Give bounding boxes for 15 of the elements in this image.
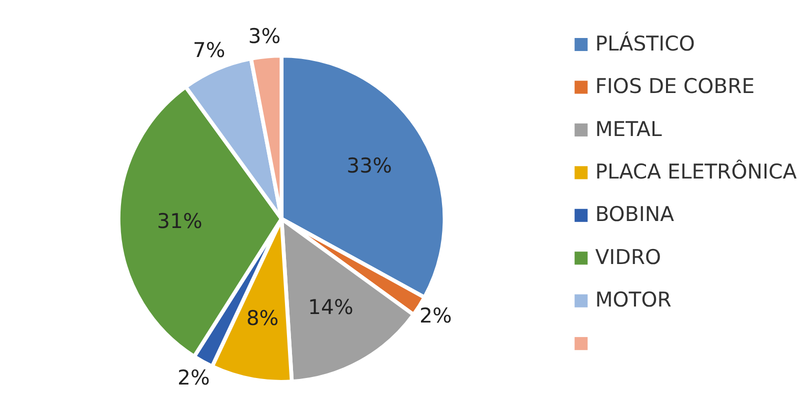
data-label: 31%	[157, 208, 202, 233]
legend-label: VIDRO	[595, 244, 662, 269]
legend-label: MOTOR	[595, 288, 672, 312]
data-label: 2%	[420, 303, 452, 328]
legend-label: PLÁSTICO	[595, 31, 695, 56]
data-label: 14%	[308, 294, 354, 319]
data-label: 33%	[346, 154, 392, 178]
data-label: 3%	[248, 24, 281, 48]
legend-label: PLACA ELETRÔNICA	[595, 160, 797, 184]
data-label: 2%	[177, 366, 210, 390]
data-label: 7%	[192, 38, 226, 62]
data-label: 8%	[246, 306, 279, 330]
legend-label: BOBINA	[595, 202, 674, 226]
legend-label: METAL	[595, 116, 662, 141]
legend-label: FIOS DE COBRE	[595, 74, 755, 98]
